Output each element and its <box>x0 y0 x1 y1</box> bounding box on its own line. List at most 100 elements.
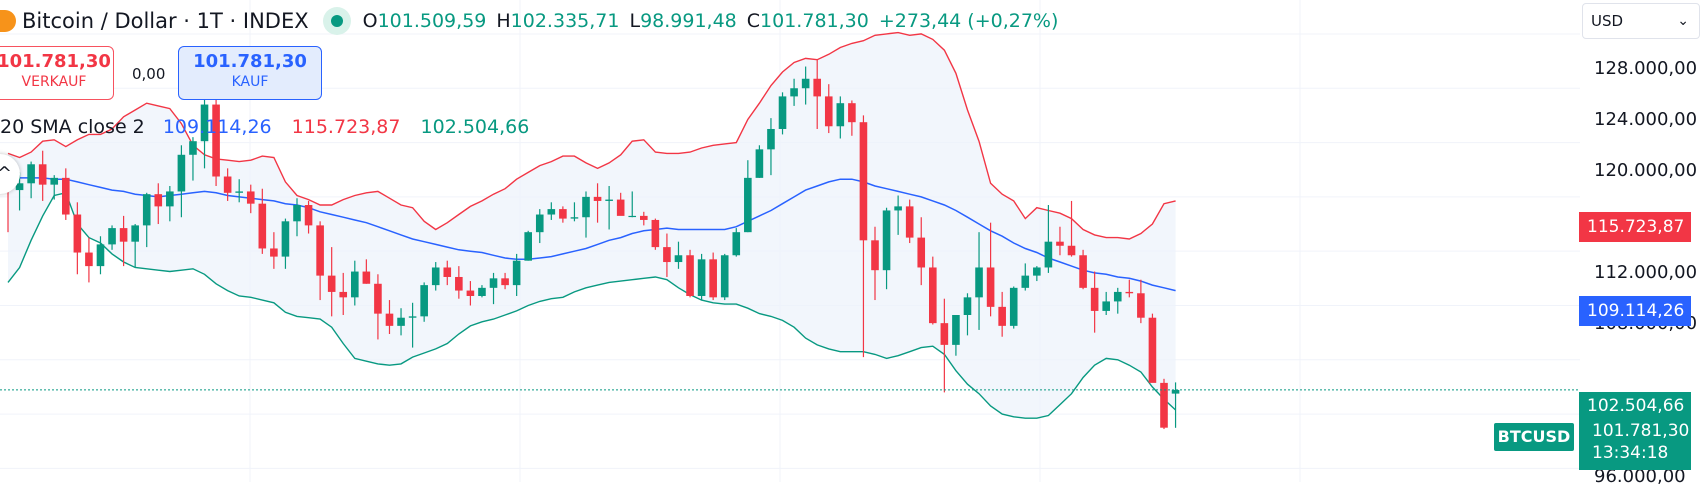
candle-body <box>905 206 914 238</box>
candle-body <box>15 183 24 191</box>
candle-body <box>293 205 301 222</box>
candle-body <box>940 323 949 345</box>
bitcoin-logo-icon <box>0 10 16 32</box>
candle-body <box>154 194 163 207</box>
candle-body <box>1090 287 1099 311</box>
candle-body <box>709 259 717 298</box>
candle-body <box>1125 291 1134 294</box>
lower-band-price-label: 102.504,66 <box>1579 392 1691 420</box>
candle-body <box>755 149 764 178</box>
last-price-label: 101.781,30 13:34:18 <box>1579 420 1691 470</box>
candle-body <box>235 191 243 193</box>
ohlc-high: H102.335,71 <box>496 10 620 32</box>
candle-body <box>108 228 116 245</box>
candle-body <box>801 78 810 89</box>
candle-body <box>593 196 602 201</box>
candle-body <box>582 196 590 218</box>
candle-body <box>848 103 856 123</box>
candle-body <box>628 215 637 218</box>
candle-body <box>73 214 82 253</box>
ohlc-close: C101.781,30 <box>746 10 869 32</box>
candle-body <box>732 232 741 256</box>
axis-tick-label: 120.000,00 <box>1594 160 1698 181</box>
candle-body <box>686 255 694 296</box>
candle-body <box>524 232 532 261</box>
candle-body <box>501 278 509 286</box>
candle-body <box>929 267 937 324</box>
candle-body <box>1079 255 1087 288</box>
candle-body <box>362 271 371 284</box>
axis-tick-label: 128.000,00 <box>1594 58 1698 79</box>
candle-body <box>223 176 232 193</box>
candle-body <box>351 271 359 298</box>
candle-body <box>119 228 128 242</box>
candle-body <box>1067 245 1076 256</box>
candle-body <box>374 283 382 314</box>
buy-button[interactable]: 101.781,30 KAUF <box>178 46 322 100</box>
candle-body <box>570 217 579 219</box>
candle-body <box>142 194 151 226</box>
candle-body <box>489 278 498 288</box>
candle-body <box>304 205 313 226</box>
candle-body <box>316 225 324 276</box>
sell-label: VERKAUF <box>21 74 87 90</box>
candle-body <box>952 314 960 345</box>
candle-body <box>824 96 833 127</box>
ohlc-open: O101.509,59 <box>362 10 487 32</box>
collapse-legend-button[interactable]: ^ <box>0 154 20 194</box>
candle-body <box>559 209 567 219</box>
candle-body <box>1056 241 1064 246</box>
candle-body <box>50 177 59 185</box>
currency-select[interactable]: USD ⌄ <box>1582 3 1700 39</box>
sell-button[interactable]: 101.781,30 VERKAUF <box>0 46 114 100</box>
candle-body <box>408 316 417 318</box>
last-price-value: 101.781,30 <box>1592 421 1690 441</box>
candle-body <box>1171 389 1180 394</box>
candle-body <box>975 267 983 298</box>
symbol-header: Bitcoin / Dollar · 1T · INDEX O101.509,5… <box>0 6 1058 36</box>
candle-body <box>651 219 660 248</box>
candle-body <box>512 260 521 286</box>
candle-body <box>894 206 902 211</box>
candle-body <box>697 259 706 296</box>
candle-body <box>478 287 486 296</box>
candle-body <box>535 214 544 233</box>
axis-tick-label: 124.000,00 <box>1594 109 1698 130</box>
candle-body <box>246 191 255 204</box>
candle-body <box>616 199 625 216</box>
candle-body <box>397 317 405 326</box>
candle-body <box>177 154 186 192</box>
buy-price: 101.781,30 <box>193 51 307 72</box>
candle-body <box>385 313 394 326</box>
candle-body <box>1102 301 1110 311</box>
candles <box>4 59 1180 430</box>
candle-body <box>790 88 798 97</box>
candle-body <box>270 248 278 257</box>
indicator-legend[interactable]: 20 SMA close 2 109.114,26 115.723,87 102… <box>0 116 529 138</box>
candle-body <box>327 275 336 292</box>
candle-body <box>859 122 868 241</box>
candle-body <box>212 104 220 177</box>
chevron-down-icon: ⌄ <box>1677 13 1689 29</box>
candle-body <box>38 164 47 185</box>
candle-body <box>1033 267 1041 276</box>
candle-body <box>1021 275 1030 288</box>
candle-body <box>778 96 787 129</box>
candle-body <box>640 215 648 220</box>
symbol-title[interactable]: Bitcoin / Dollar · 1T · INDEX <box>22 9 309 33</box>
bollinger-band-fill <box>8 32 1176 419</box>
candle-body <box>96 244 105 267</box>
upper-band-price-label: 115.723,87 <box>1579 212 1691 242</box>
indicator-upper-value: 115.723,87 <box>291 116 401 138</box>
middle-band-price-label: 109.114,26 <box>1579 296 1691 326</box>
indicator-middle-value: 109.114,26 <box>162 116 272 138</box>
candle-body <box>605 199 613 201</box>
candle-body <box>339 291 348 298</box>
candle-body <box>85 252 93 267</box>
candle-body <box>443 267 452 277</box>
sell-price: 101.781,30 <box>0 51 111 72</box>
candle-body <box>27 164 35 184</box>
axis-tick-label: 112.000,00 <box>1594 262 1698 283</box>
market-open-icon[interactable] <box>322 7 351 35</box>
